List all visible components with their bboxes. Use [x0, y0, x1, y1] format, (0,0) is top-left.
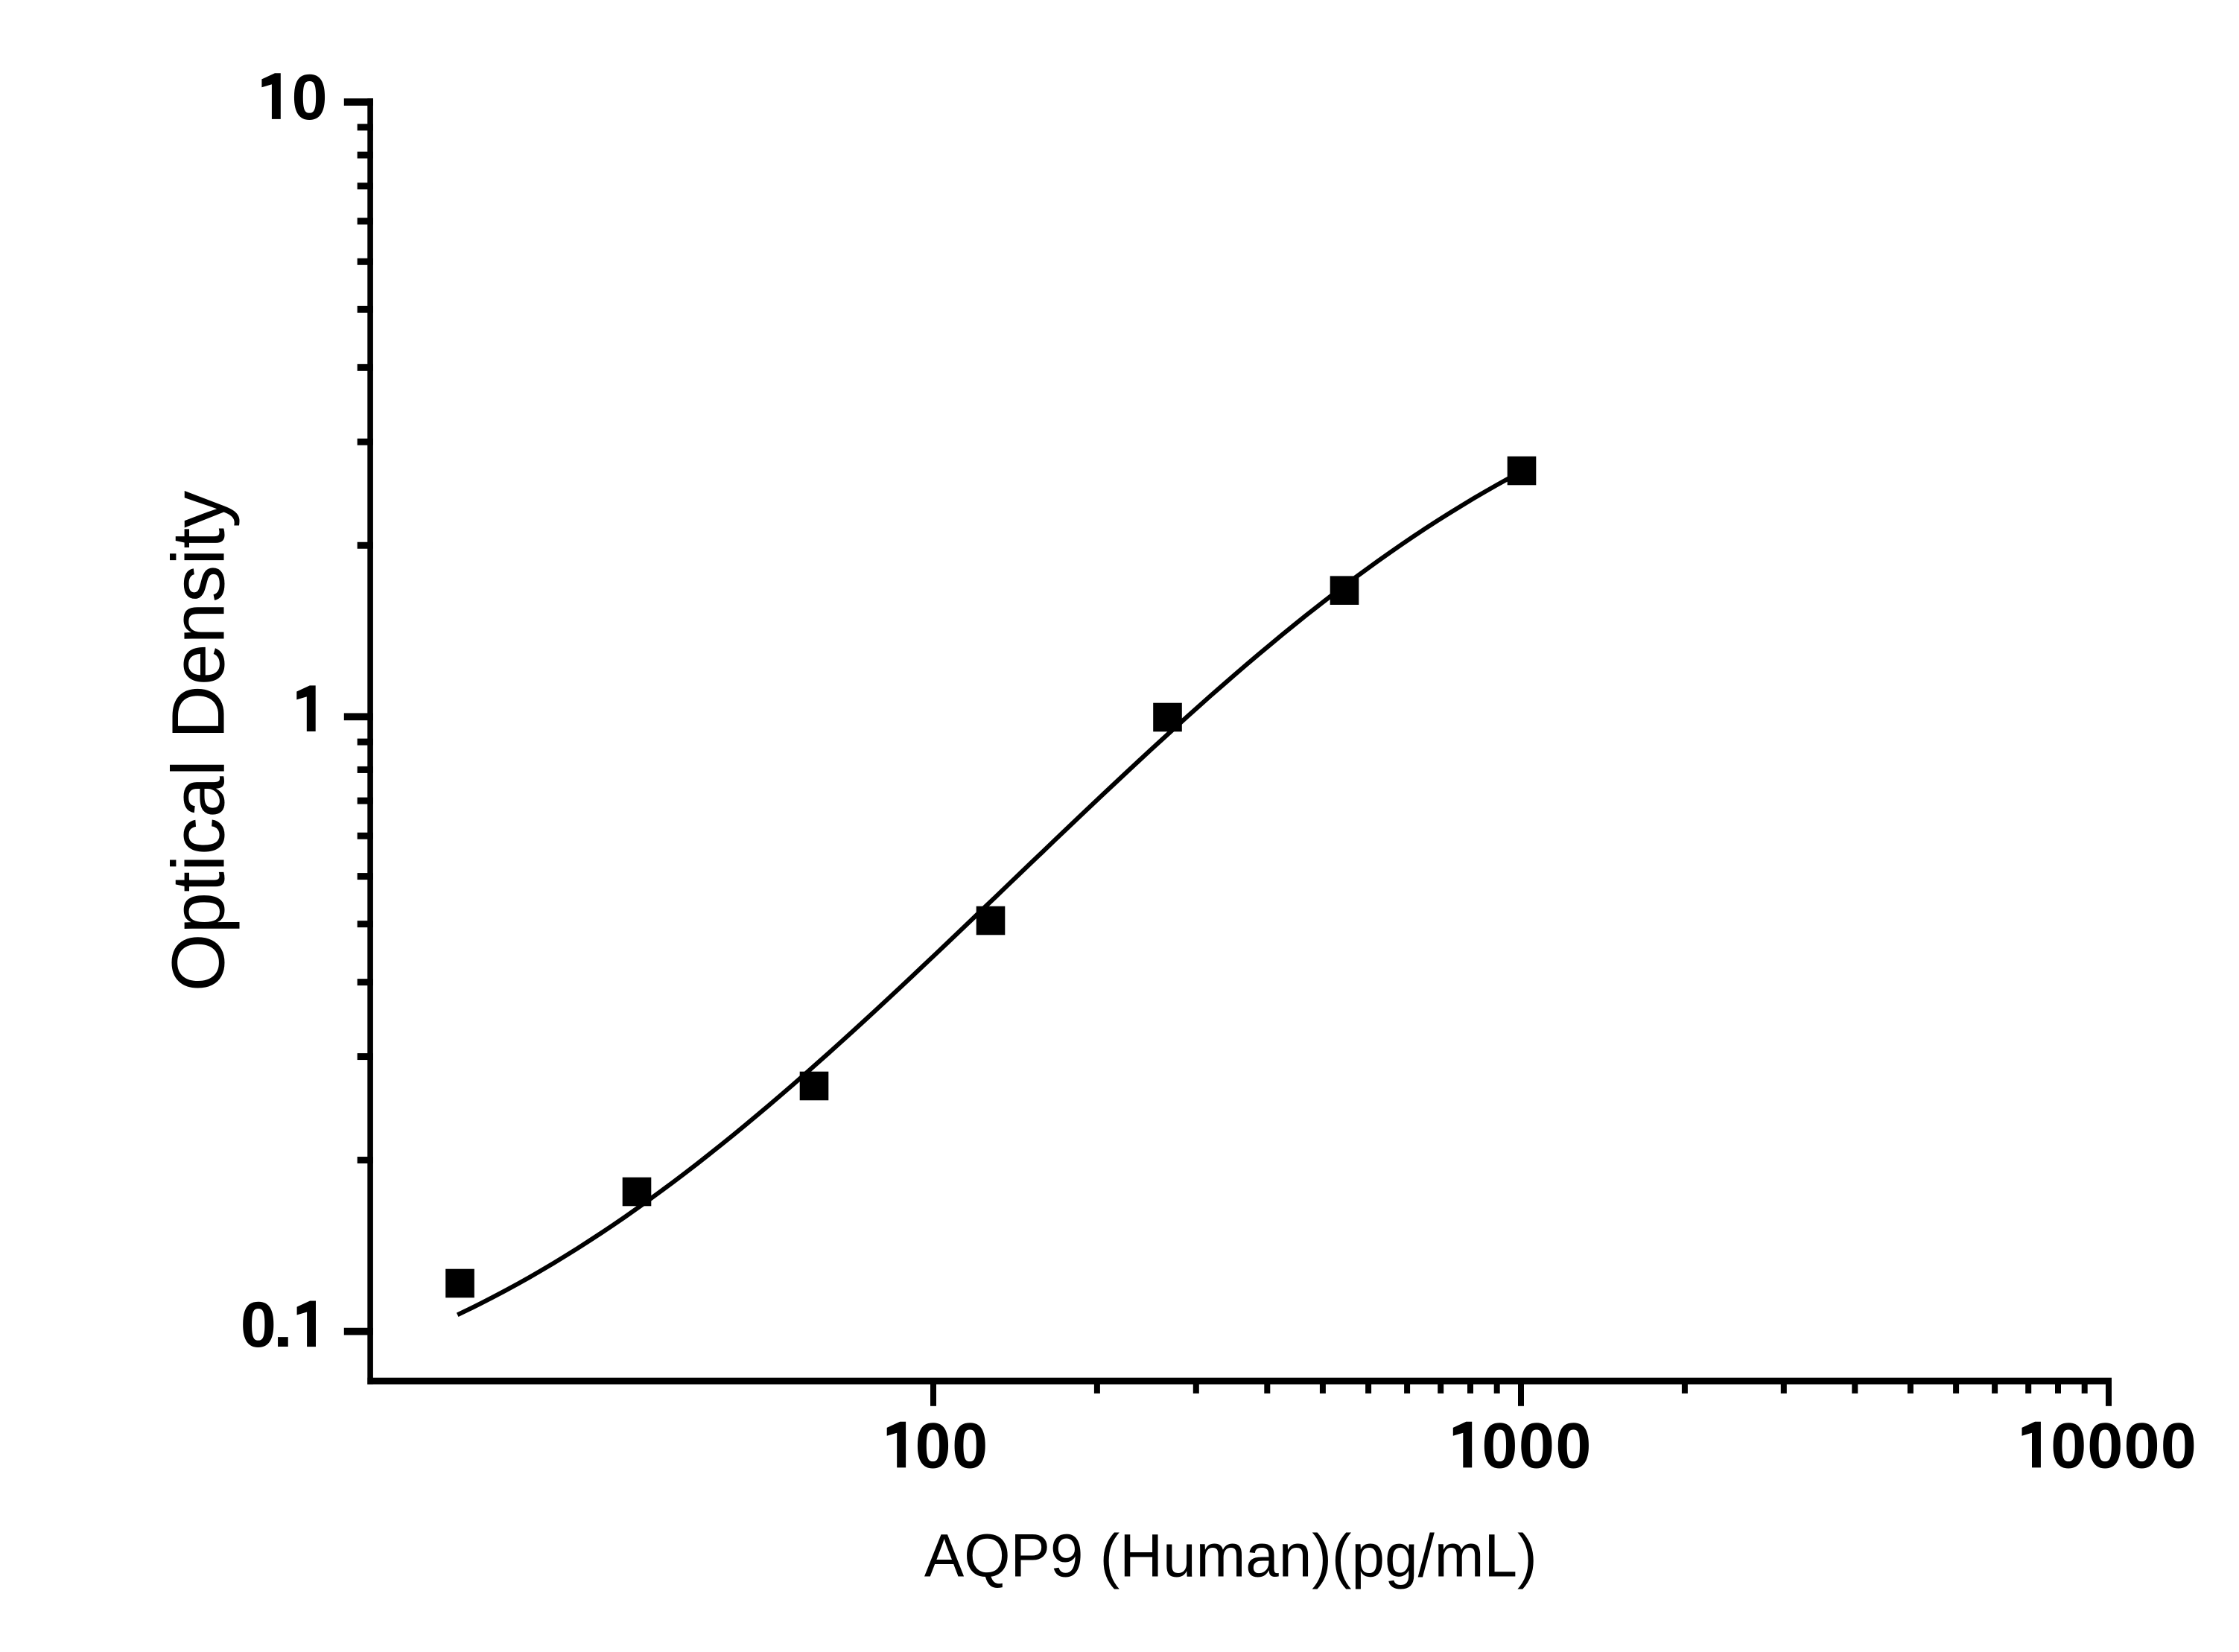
svg-text:0: 0 — [2051, 1410, 2086, 1481]
svg-text:0: 0 — [291, 62, 327, 133]
svg-text:0: 0 — [241, 1289, 276, 1361]
svg-text:.: . — [273, 1289, 293, 1361]
svg-text:0: 0 — [2087, 1410, 2123, 1481]
svg-text:0: 0 — [915, 1410, 951, 1481]
svg-text:0: 0 — [1519, 1410, 1554, 1481]
svg-text:Optical Density: Optical Density — [156, 491, 240, 991]
svg-text:AQP9 (Human)(pg/mL): AQP9 (Human)(pg/mL) — [924, 1522, 1537, 1590]
svg-text:0: 0 — [1481, 1410, 1517, 1481]
svg-text:0: 0 — [1555, 1410, 1591, 1481]
svg-text:0: 0 — [2161, 1410, 2197, 1481]
svg-text:0: 0 — [952, 1410, 988, 1481]
svg-text:0: 0 — [2124, 1410, 2159, 1481]
